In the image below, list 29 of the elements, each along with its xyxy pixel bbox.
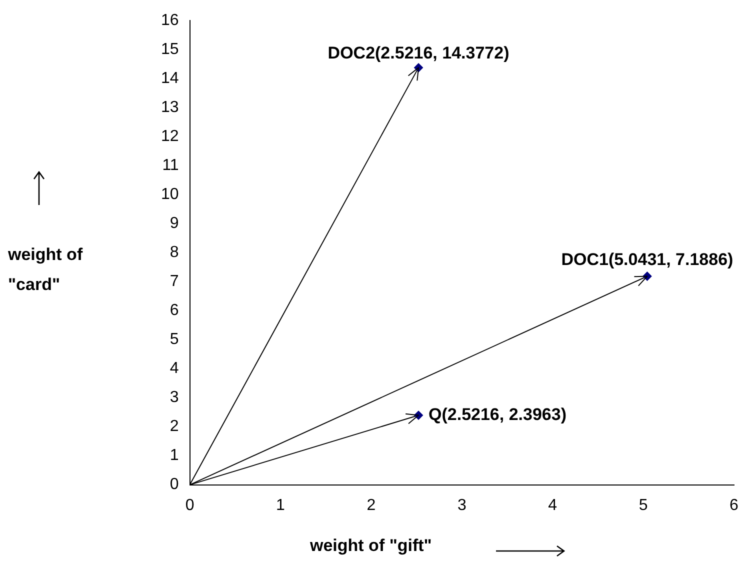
x-tick-label: 5: [638, 496, 648, 514]
x-tick-label: 6: [730, 496, 739, 514]
y-tick-label: 13: [161, 99, 179, 116]
y-tick-label: 15: [161, 41, 179, 58]
y-tick-label: 0: [170, 476, 179, 494]
y-tick-label: 2: [170, 418, 179, 436]
x-tick-label: 3: [457, 496, 466, 514]
y-tick-label: 14: [161, 70, 179, 88]
annotation: DOC2(2.5216, 14.3772): [328, 43, 510, 62]
y-tick-label: 5: [170, 331, 179, 348]
y-tick-label: 1: [170, 447, 179, 464]
x-axis-title: weight of "gift": [310, 536, 432, 556]
y-tick-label: 7: [170, 273, 179, 290]
x-tick-label: 0: [185, 496, 194, 514]
y-tick-label: 16: [161, 12, 179, 30]
y-tick-label: 10: [161, 186, 179, 204]
y-tick-label: 4: [170, 360, 179, 378]
y-tick-label: 8: [170, 244, 179, 262]
x-tick-label: 1: [276, 496, 286, 514]
x-tick-label: 2: [366, 496, 376, 514]
y-tick-label: 12: [161, 128, 179, 146]
annotation: Q(2.5216, 2.3963): [428, 404, 566, 424]
y-tick-label: 9: [170, 215, 179, 232]
x-tick-label: 4: [548, 496, 558, 514]
y-tick-label: 6: [170, 302, 179, 320]
y-axis-title: weight of "card": [8, 244, 84, 296]
y-tick-label: 11: [162, 157, 179, 174]
y-tick-label: 3: [170, 389, 179, 406]
annotation: DOC1(5.0431, 7.1886): [561, 250, 734, 269]
